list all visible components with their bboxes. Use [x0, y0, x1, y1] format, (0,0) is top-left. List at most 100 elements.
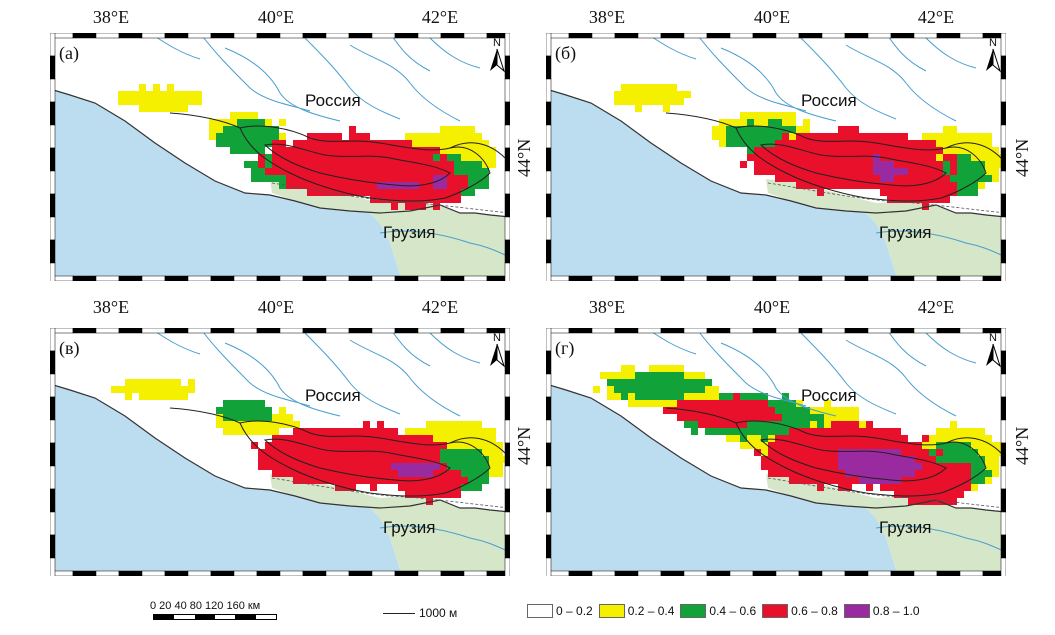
country-label-russia: Россия [801, 91, 857, 110]
frame-tick [775, 570, 800, 576]
frame-tick [164, 33, 189, 39]
grid-cell [943, 133, 950, 140]
grid-cell [908, 470, 915, 477]
river [795, 33, 897, 120]
grid-cell [943, 161, 950, 168]
grid-cell [258, 421, 265, 428]
grid-cell [391, 175, 398, 182]
grid-cell [957, 491, 964, 498]
grid-cell [936, 161, 943, 168]
grid-cell [908, 498, 915, 505]
grid-cell [321, 133, 328, 140]
grid-cell [866, 140, 873, 147]
grid-cell [663, 91, 670, 98]
grid-cell [482, 428, 489, 435]
grid-cell [468, 484, 475, 491]
grid-cell [328, 463, 335, 470]
river [875, 230, 1006, 258]
grid-cell [167, 393, 174, 400]
grid-cell [258, 161, 265, 168]
grid-cell [433, 175, 440, 182]
grid-cell [796, 407, 803, 414]
grid-cell [426, 456, 433, 463]
grid-cell [160, 379, 167, 386]
grid-cell [782, 161, 789, 168]
north-arrow-icon: N [982, 37, 1004, 73]
grid-cell [426, 463, 433, 470]
grid-cell [307, 175, 314, 182]
grid-cell [440, 147, 447, 154]
grid-cell [873, 154, 880, 161]
grid-cell [894, 491, 901, 498]
frame-tick [844, 570, 869, 576]
grid-cell [824, 414, 831, 421]
grid-cell [607, 386, 614, 393]
grid-cell [677, 386, 684, 393]
grid-cell [258, 414, 265, 421]
grid-cell [335, 133, 342, 140]
grid-cell [328, 140, 335, 147]
grid-cell [146, 105, 153, 112]
grid-cell [866, 449, 873, 456]
grid-cell [412, 484, 419, 491]
grid-cell [496, 442, 503, 449]
grid-cell [929, 435, 936, 442]
grid-cell [335, 140, 342, 147]
grid-cell [607, 372, 614, 379]
frame-tick [504, 488, 510, 513]
grid-cell [852, 442, 859, 449]
grid-cell [607, 393, 614, 400]
grid-cell [468, 133, 475, 140]
grid-cell [475, 421, 482, 428]
grid-cell [244, 421, 251, 428]
grid-cell [461, 421, 468, 428]
grid-cell [635, 91, 642, 98]
frame-tick [279, 328, 304, 334]
grid-cell [286, 168, 293, 175]
grid-cell [447, 491, 454, 498]
grid-cell [754, 393, 761, 400]
panel-label: (а) [58, 43, 80, 64]
grid-cell [447, 175, 454, 182]
grid-cell [859, 161, 866, 168]
frame-tick [890, 570, 915, 576]
grid-cell [915, 196, 922, 203]
grid-cell [978, 456, 985, 463]
grid-cell [824, 168, 831, 175]
grid-cell [796, 463, 803, 470]
grid-cell [775, 400, 782, 407]
grid-cell [475, 442, 482, 449]
grid-cell [475, 133, 482, 140]
grid-cell [978, 435, 985, 442]
grid-cell [768, 126, 775, 133]
grid-cell [300, 477, 307, 484]
georgia-land [766, 474, 1006, 576]
grid-cell [412, 196, 419, 203]
grid-cell [677, 393, 684, 400]
grid-cell [440, 484, 447, 491]
grid-cell [831, 442, 838, 449]
grid-cell [971, 189, 978, 196]
grid-cell [314, 470, 321, 477]
grid-cell [489, 154, 496, 161]
grid-cell [789, 154, 796, 161]
grid-cell [901, 442, 908, 449]
grid-cell [314, 175, 321, 182]
grid-cell [929, 189, 936, 196]
grid-cell [328, 189, 335, 196]
grid-cell [251, 126, 258, 133]
grid-cell [915, 175, 922, 182]
grid-cell [866, 456, 873, 463]
frame-tick [752, 33, 777, 39]
grid-cell [118, 98, 125, 105]
grid-cell [335, 428, 342, 435]
grid-cell [803, 154, 810, 161]
river [845, 339, 957, 417]
grid-cell [978, 168, 985, 175]
grid-cell [929, 498, 936, 505]
grid-cell [307, 154, 314, 161]
grid-cell [656, 372, 663, 379]
frame-tick [504, 373, 510, 398]
grid-cell [936, 456, 943, 463]
grid-cell [943, 484, 950, 491]
